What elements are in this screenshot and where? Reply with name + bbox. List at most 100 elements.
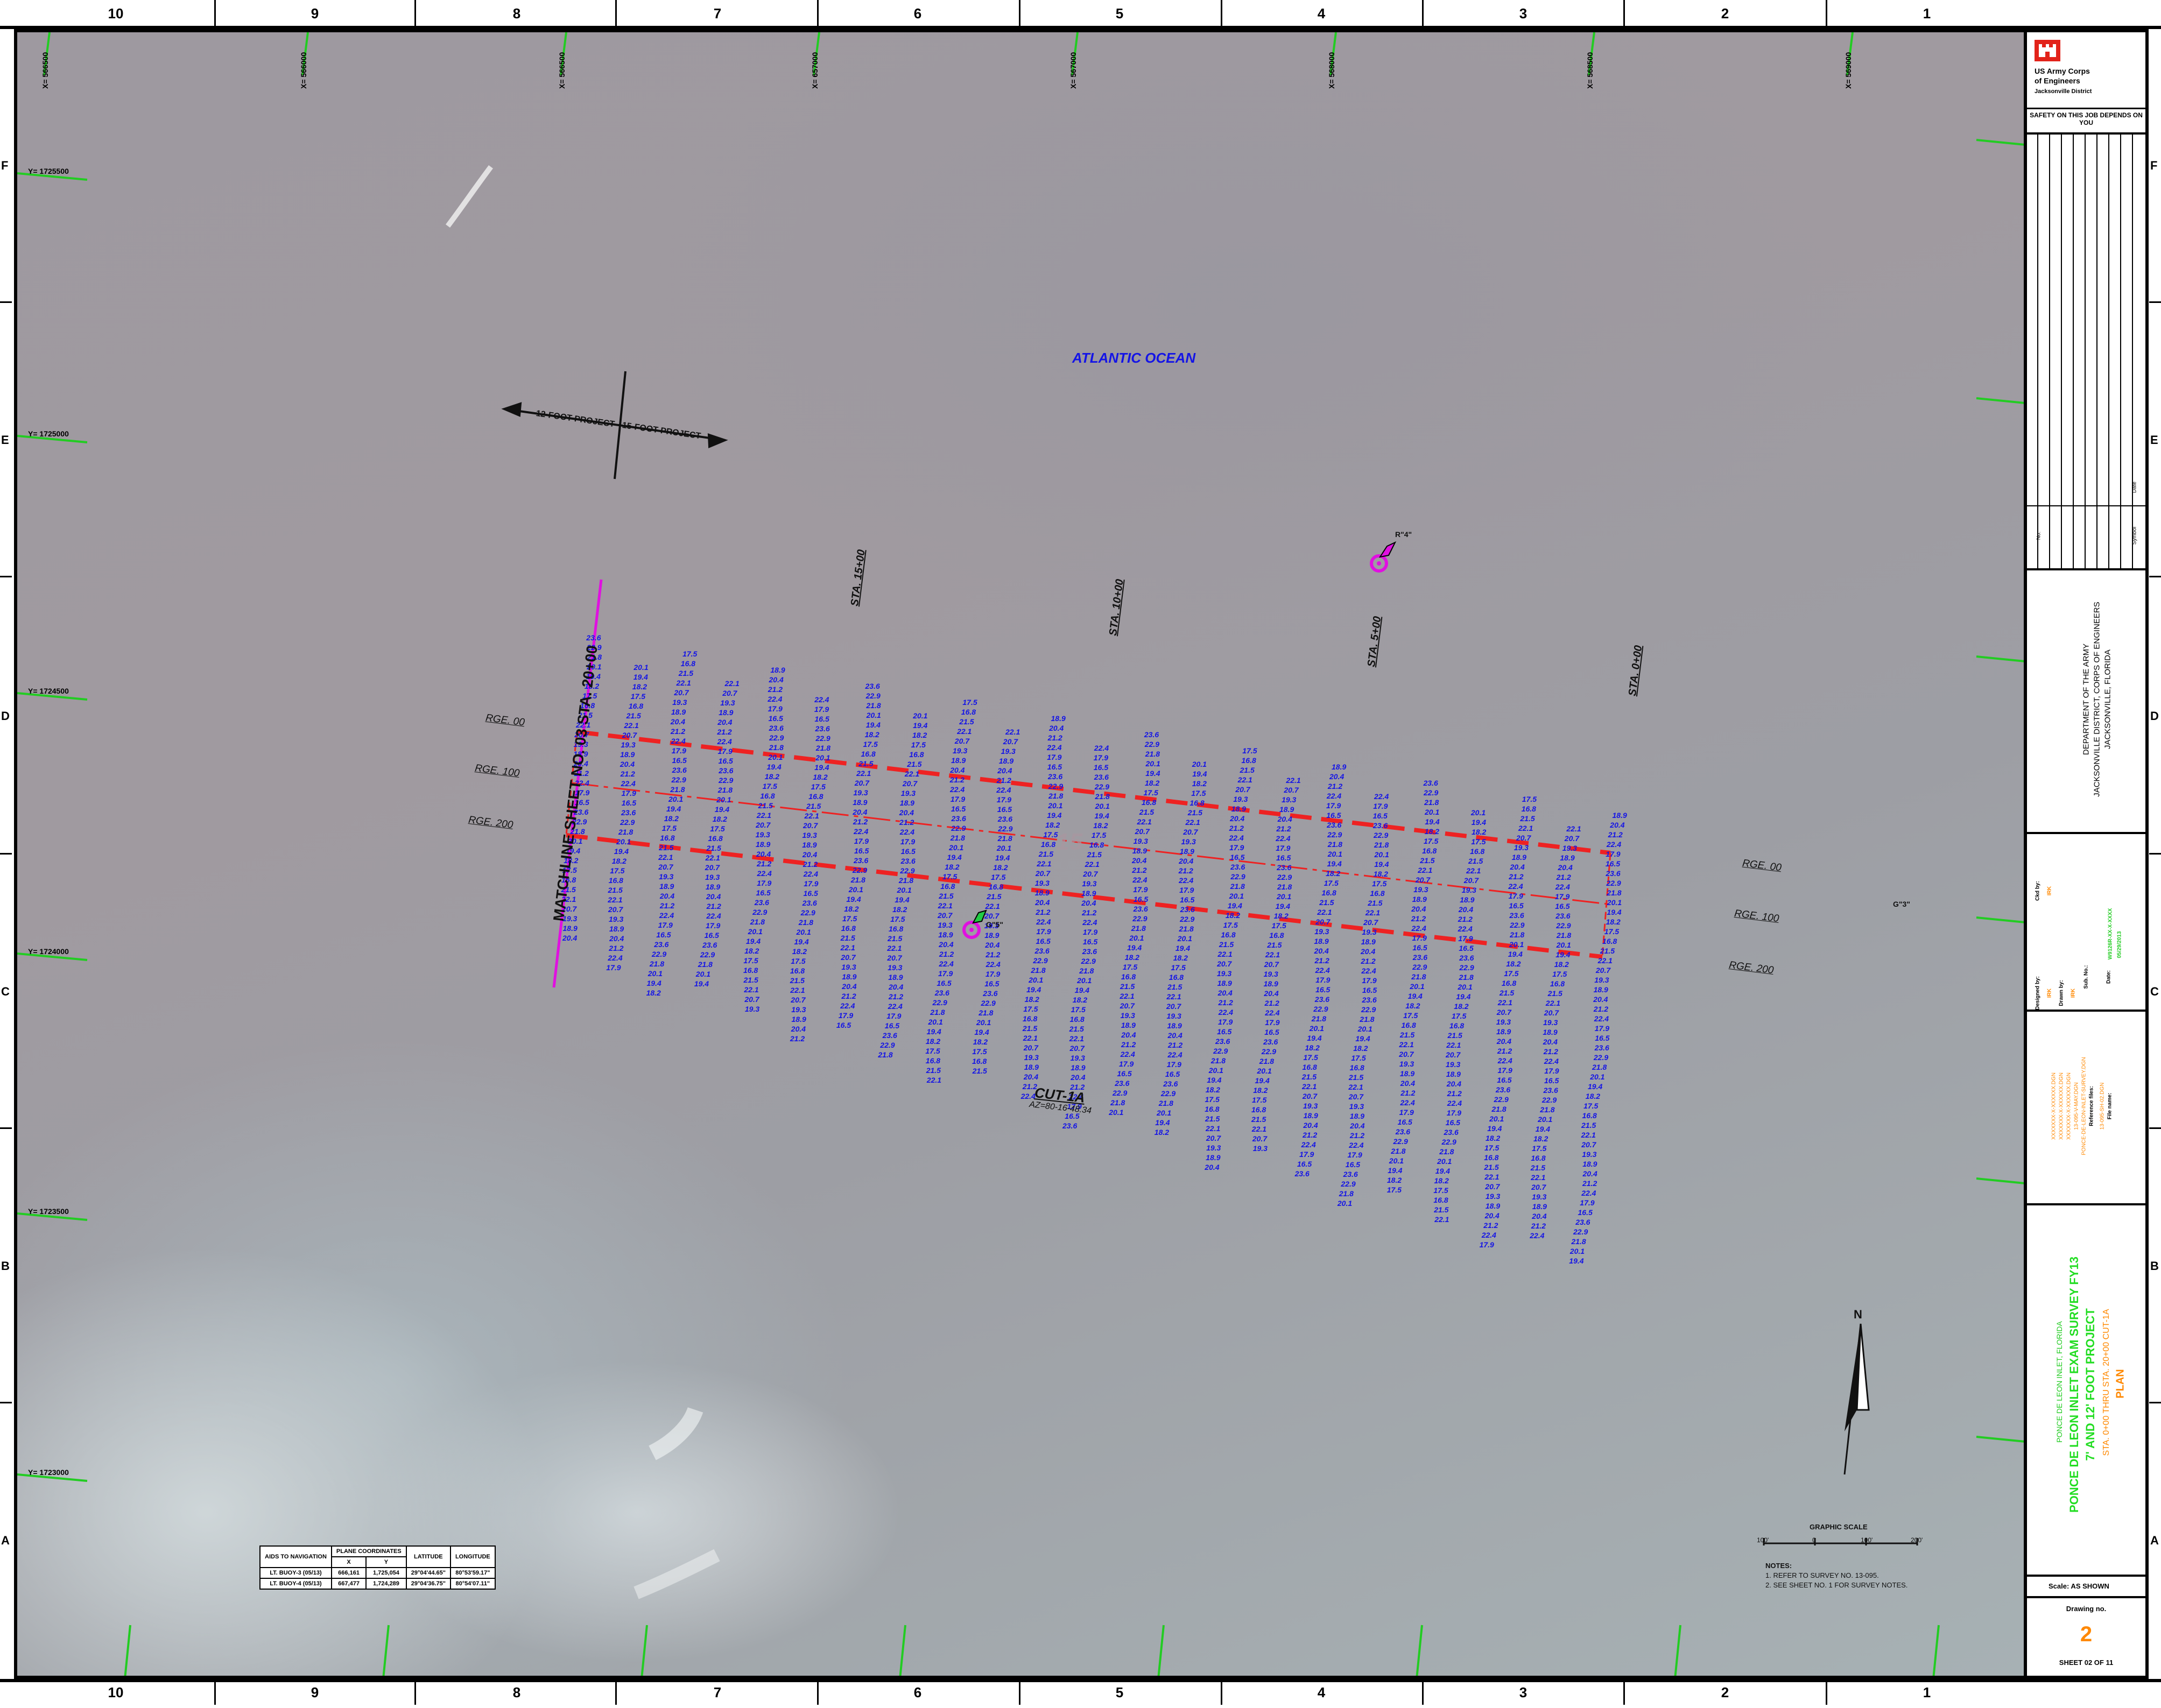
sounding-value: 16.8 [1422, 846, 1437, 855]
sounding-value: 20.1 [1489, 1114, 1504, 1123]
sounding-value: 17.5 [1092, 831, 1106, 839]
sounding-value: 21.8 [1606, 888, 1621, 897]
boat-wake [445, 165, 494, 228]
sounding-value: 21.8 [1374, 841, 1389, 849]
sounding-value: 20.4 [899, 808, 914, 817]
border-row-label: B [1, 1259, 10, 1273]
sounding-value: 22.1 [1205, 1124, 1220, 1133]
sounding-value: 18.2 [792, 947, 807, 956]
sounding-value: 19.3 [1582, 1150, 1596, 1159]
sounding-value: 17.9 [1606, 850, 1620, 858]
sounding-value: 18.9 [671, 708, 686, 716]
sounding-value: 23.6 [1034, 947, 1050, 955]
sounding-value: 22.1 [561, 895, 576, 904]
sounding-value: 23.6 [586, 633, 601, 642]
sounding-value: 23.6 [882, 1031, 897, 1040]
sounding-value: 22.9 [1494, 1095, 1509, 1104]
sounding-value: 21.2 [888, 992, 903, 1001]
sounding-value: 22.4 [1447, 1099, 1462, 1107]
sounding-value: 18.9 [792, 1015, 806, 1024]
sounding-value: 19.3 [1134, 837, 1148, 845]
sounding-value: 19.4 [1435, 1167, 1450, 1175]
sounding-value: 19.4 [586, 672, 601, 681]
sounding-value: 19.4 [767, 763, 782, 771]
sounding-value: 21.2 [1447, 1089, 1462, 1098]
sounding-value: 22.4 [1132, 876, 1147, 884]
sounding-value: 22.1 [1036, 859, 1051, 868]
sounding-value: 16.5 [1555, 902, 1569, 911]
sounding-value: 22.9 [1160, 1089, 1175, 1098]
border-row-label: D [2150, 709, 2159, 723]
sounding-value: 23.6 [1423, 779, 1438, 787]
aerial-map[interactable]: 23.6 22.9 21.8 20.1 19.4 18.2 17.5 16.8 21.5 22.1… [14, 29, 2027, 1679]
sounding-value: 18.9 [620, 750, 635, 759]
sounding-value: 20.1 [586, 662, 601, 671]
sounding-value: 20.7 [1302, 1092, 1318, 1100]
sounding-value: 19.4 [1425, 817, 1439, 826]
border-row-label: B [2150, 1259, 2159, 1273]
aids-header: AIDS TO NAVIGATION [259, 1545, 332, 1568]
sounding-value: 20.4 [1411, 905, 1426, 913]
sounding-value: 20.1 [1437, 1157, 1452, 1166]
sounding-value: 20.4 [1400, 1079, 1415, 1088]
buoy-g5-marker[interactable] [962, 909, 987, 939]
aid-y: 1,724,289 [365, 1578, 407, 1590]
sounding-value: 16.8 [1189, 799, 1204, 807]
sounding-value: 19.4 [814, 763, 829, 772]
border-col-label: 4 [1317, 1684, 1326, 1700]
sounding-value: 18.9 [659, 882, 674, 891]
sounding-value: 19.4 [927, 1027, 941, 1036]
sounding-value: 21.5 [1167, 983, 1182, 991]
sounding-value: 21.8 [930, 1008, 945, 1017]
sounding-value: 22.4 [1036, 917, 1051, 926]
sounding-columns: 23.622.921.820.119.418.217.516.821.522.1… [561, 633, 1627, 1265]
sounding-value: 21.2 [756, 859, 771, 868]
sounding-value: 18.9 [1582, 1160, 1597, 1168]
sounding-value: 22.4 [1555, 883, 1570, 891]
sounding-value: 21.5 [1348, 1073, 1363, 1082]
sounding-value: 19.3 [1486, 1192, 1500, 1201]
sounding-value: 16.5 [1446, 1118, 1460, 1127]
sounding-value: 18.9 [1543, 1028, 1557, 1036]
sounding-value: 18.9 [984, 931, 999, 940]
border-divider [214, 0, 216, 26]
sounding-value: 21.5 [1600, 947, 1615, 955]
sounding-value: 22.4 [899, 828, 914, 836]
sounding-value: 22.1 [856, 769, 871, 778]
sounding-value: 22.4 [1544, 1057, 1559, 1065]
sounding-value: 20.4 [1496, 1037, 1511, 1046]
sounding-value: 19.4 [1095, 811, 1109, 820]
sounding-value: 21.5 [959, 717, 974, 726]
sounding-value: 16.5 [705, 931, 719, 940]
sounding-value: 18.2 [945, 863, 959, 871]
sounding-value: 21.5 [1301, 1072, 1317, 1081]
sounding-value: 21.2 [1276, 824, 1291, 833]
sounding-value: 18.2 [564, 856, 578, 865]
sounding-value: 17.5 [1424, 837, 1438, 845]
sounding-value: 17.5 [1403, 1011, 1418, 1020]
sounding-value: 20.1 [1569, 1247, 1585, 1255]
sounding-value: 21.2 [1483, 1221, 1498, 1230]
sounding-value: 22.9 [879, 1041, 895, 1049]
sounding-value: 19.4 [1355, 1034, 1370, 1043]
sounding-value: 16.8 [1402, 1021, 1416, 1029]
sounding-value: 20.1 [796, 928, 811, 936]
sig-value: IRK [2046, 886, 2053, 896]
sounding-value: 23.6 [702, 941, 717, 949]
sounding-value: 19.3 [984, 921, 999, 930]
buoy-r4-marker[interactable] [1370, 541, 1397, 573]
sounding-value: 19.4 [1569, 1257, 1583, 1265]
sounding-value: 16.5 [1497, 1076, 1511, 1084]
sounding-value: 20.1 [1108, 1108, 1123, 1117]
sounding-value: 19.3 [1362, 928, 1376, 936]
sounding-value: 17.9 [1119, 1060, 1134, 1068]
sounding-value: 20.4 [791, 1025, 806, 1033]
sounding-value: 17.9 [672, 746, 686, 755]
sounding-value: 18.9 [1361, 937, 1376, 946]
sounding-value: 22.9 [1393, 1137, 1408, 1146]
sounding-value: 22.1 [1251, 1125, 1266, 1133]
sounding-value: 22.4 [1594, 1014, 1609, 1023]
sounding-value: 21.8 [898, 876, 913, 885]
sounding-value: 19.3 [1253, 1144, 1268, 1153]
sounding-value: 22.4 [803, 870, 818, 878]
